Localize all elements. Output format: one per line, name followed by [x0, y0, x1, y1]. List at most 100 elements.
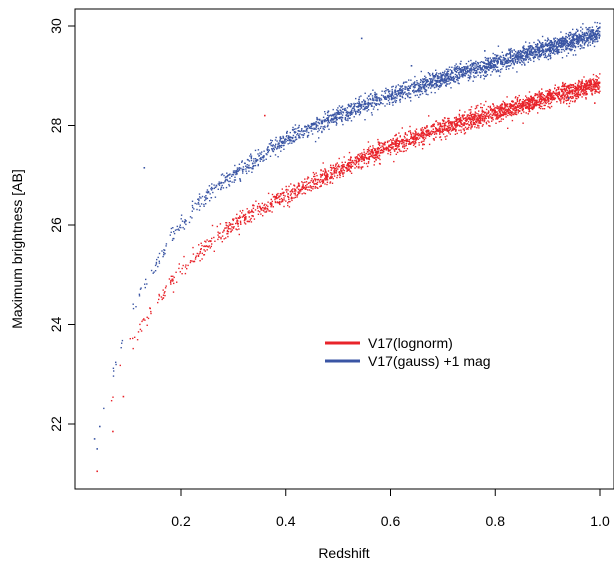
- point: [493, 59, 495, 62]
- point: [502, 108, 505, 110]
- point: [146, 283, 148, 285]
- point: [321, 130, 323, 133]
- point: [536, 43, 539, 45]
- point: [414, 84, 416, 86]
- point: [327, 110, 329, 112]
- point: [567, 52, 570, 54]
- point: [479, 68, 481, 70]
- point: [532, 47, 535, 49]
- point: [225, 227, 227, 229]
- point: [501, 108, 504, 110]
- point: [572, 36, 575, 38]
- point: [485, 115, 488, 117]
- point: [455, 119, 458, 122]
- point: [319, 173, 322, 176]
- point: [267, 150, 270, 153]
- point: [475, 105, 478, 107]
- point: [451, 71, 453, 73]
- point: [551, 98, 553, 101]
- point: [552, 97, 554, 99]
- point: [509, 110, 511, 112]
- point: [338, 172, 341, 174]
- point: [518, 101, 521, 103]
- point: [296, 187, 298, 189]
- point: [315, 125, 317, 127]
- point: [301, 134, 303, 136]
- point: [468, 124, 470, 126]
- point: [248, 210, 250, 212]
- point: [270, 206, 272, 208]
- point: [458, 69, 461, 71]
- point: [483, 104, 485, 106]
- point: [241, 212, 243, 214]
- point: [394, 93, 396, 95]
- point: [169, 234, 171, 236]
- point: [581, 45, 583, 47]
- point: [516, 62, 518, 64]
- point: [366, 151, 369, 153]
- point: [389, 151, 392, 154]
- point: [372, 102, 374, 104]
- point: [561, 85, 563, 88]
- point: [191, 200, 194, 202]
- point: [528, 105, 530, 108]
- point: [348, 168, 350, 170]
- point: [198, 253, 200, 255]
- point: [201, 252, 203, 255]
- point: [371, 155, 373, 158]
- point: [141, 320, 143, 323]
- point: [479, 119, 482, 121]
- point: [449, 128, 451, 130]
- point: [466, 67, 468, 70]
- point: [336, 174, 339, 177]
- point: [408, 143, 410, 145]
- point: [416, 94, 418, 96]
- point: [358, 102, 361, 104]
- point: [595, 83, 597, 85]
- point: [492, 112, 495, 115]
- point: [512, 58, 514, 60]
- point: [509, 103, 512, 105]
- point: [250, 153, 252, 155]
- point: [428, 78, 431, 80]
- point: [189, 260, 192, 262]
- point: [563, 92, 565, 94]
- point: [448, 117, 450, 120]
- point: [507, 110, 509, 112]
- point: [571, 36, 573, 38]
- point: [491, 66, 493, 68]
- point: [173, 237, 175, 240]
- point: [575, 37, 578, 40]
- point: [429, 131, 432, 133]
- point: [494, 64, 496, 66]
- point: [383, 142, 386, 144]
- point: [541, 45, 543, 47]
- point: [569, 86, 571, 88]
- point: [585, 91, 588, 93]
- point: [415, 139, 417, 142]
- point: [437, 80, 440, 82]
- point: [227, 235, 229, 238]
- point: [529, 100, 531, 103]
- point: [425, 135, 427, 137]
- point: [327, 114, 329, 116]
- point: [436, 75, 439, 78]
- point: [455, 66, 458, 68]
- point: [399, 98, 402, 101]
- point: [550, 98, 553, 100]
- point: [577, 96, 580, 99]
- point: [569, 42, 572, 45]
- point: [439, 86, 441, 88]
- point: [466, 70, 469, 72]
- point: [533, 57, 535, 60]
- point: [556, 89, 558, 91]
- point: [526, 103, 529, 105]
- point: [408, 79, 410, 81]
- point: [510, 105, 512, 107]
- point: [510, 107, 512, 110]
- point: [578, 93, 580, 96]
- point: [361, 160, 363, 162]
- point: [483, 117, 486, 120]
- point: [538, 50, 541, 52]
- point: [176, 281, 178, 283]
